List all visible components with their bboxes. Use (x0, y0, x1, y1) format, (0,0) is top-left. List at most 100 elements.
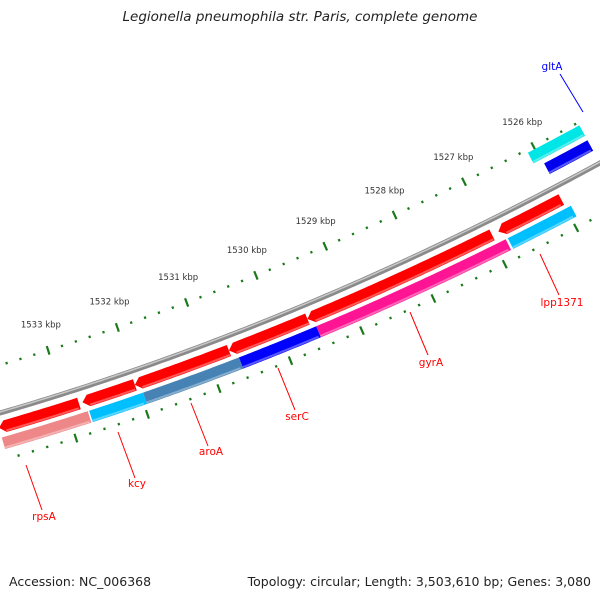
minor-tick (143, 316, 147, 320)
gene-shading (89, 388, 136, 406)
gene-label-serC[interactable]: serC (285, 411, 309, 423)
minor-tick (240, 279, 244, 283)
minor-tick (60, 441, 63, 445)
minor-tick (531, 248, 535, 252)
gene-shading (548, 149, 592, 174)
minor-tick (448, 187, 452, 191)
gene-feature[interactable] (498, 194, 565, 235)
gene-feature[interactable] (507, 205, 577, 249)
minor-tick (365, 226, 369, 230)
gene-feature[interactable] (143, 357, 244, 404)
minor-tick (309, 250, 313, 254)
minor-tick (560, 233, 564, 237)
minor-tick (446, 290, 450, 294)
major-tick (184, 297, 190, 308)
minor-tick (434, 193, 438, 197)
gene-label-kcy[interactable]: kcy (128, 478, 146, 490)
gene-shading (512, 215, 574, 249)
minor-tick (31, 449, 35, 453)
minor-tick (518, 152, 522, 156)
minor-tick (226, 284, 230, 288)
minor-tick (246, 376, 250, 380)
gene-feature[interactable] (316, 239, 512, 338)
gene-shading (92, 402, 145, 422)
scale-label: 1532 kbp (89, 298, 129, 308)
gene-label-lpp1371[interactable]: lpp1371 (541, 297, 584, 309)
gene-feature[interactable] (0, 397, 81, 432)
accession-text: Accession: NC_006368 (9, 574, 152, 589)
minor-tick (573, 122, 577, 126)
minor-tick (268, 268, 272, 272)
gene-label-leader (277, 367, 296, 411)
minor-tick (476, 173, 480, 177)
minor-tick (199, 295, 202, 299)
gene-label-leader (117, 431, 136, 479)
gene-label-leader (409, 311, 429, 356)
gene-label-rpsA[interactable]: rpsA (32, 511, 56, 523)
gene-shading (532, 134, 584, 163)
gene-feature[interactable] (307, 229, 495, 323)
minor-tick (474, 276, 478, 280)
gene-feature[interactable] (228, 313, 310, 354)
scale-label: 1533 kbp (21, 320, 61, 330)
gene-shading (236, 322, 310, 354)
minor-tick (303, 353, 307, 357)
minor-tick (282, 262, 286, 266)
scale-label: 1528 kbp (364, 186, 404, 196)
major-tick (144, 409, 150, 419)
minor-tick (32, 353, 36, 357)
major-tick (501, 259, 508, 269)
gene-label-leader (190, 402, 209, 447)
gene-shading (146, 367, 242, 404)
scale-label: 1530 kbp (227, 246, 267, 256)
minor-tick (346, 335, 350, 339)
gene-label-leader (539, 253, 560, 296)
minor-tick (188, 397, 192, 401)
major-tick (287, 356, 294, 366)
minor-tick (88, 335, 92, 339)
gene-feature[interactable] (544, 140, 594, 174)
major-tick (45, 345, 51, 355)
gene-feature[interactable] (527, 125, 586, 164)
major-tick (573, 223, 580, 233)
minor-tick (45, 445, 49, 449)
gene-label-gltA[interactable]: gltA (542, 61, 564, 73)
minor-tick (403, 310, 407, 314)
minor-tick (504, 159, 508, 163)
minor-tick (19, 357, 22, 361)
scale-label: 1526 kbp (502, 118, 542, 128)
gene-feature[interactable] (238, 326, 321, 369)
scale-label: 1531 kbp (158, 273, 198, 283)
gene-feature[interactable] (82, 379, 137, 407)
minor-tick (203, 392, 207, 396)
minor-tick (545, 137, 549, 141)
minor-tick (231, 381, 235, 385)
minor-tick (102, 330, 105, 334)
major-tick (430, 293, 437, 304)
minor-tick (417, 303, 421, 307)
gene-feature[interactable] (89, 392, 148, 423)
map-title: Legionella pneumophila str. Paris, compl… (122, 9, 478, 25)
minor-tick (379, 219, 383, 223)
minor-tick (174, 402, 178, 406)
gene-shading (319, 248, 509, 337)
gene-feature[interactable] (1, 411, 92, 450)
gene-label-leader (559, 73, 584, 113)
minor-tick (212, 290, 216, 294)
minor-tick (296, 256, 299, 260)
minor-tick (129, 321, 133, 325)
gene-label-leader (25, 464, 43, 511)
minor-tick (103, 427, 106, 431)
gene-feature[interactable] (134, 344, 232, 389)
gene-shading (242, 335, 319, 369)
major-tick (322, 241, 329, 251)
minor-tick (546, 241, 550, 245)
gene-shading (505, 204, 562, 234)
gene-label-gyrA[interactable]: gyrA (419, 357, 444, 369)
gene-shading (4, 420, 91, 449)
minor-tick (406, 206, 410, 211)
minor-tick (74, 339, 78, 343)
gene-label-aroA[interactable]: aroA (199, 446, 224, 458)
genome-summary-text: Topology: circular; Length: 3,503,610 bp… (247, 574, 591, 589)
